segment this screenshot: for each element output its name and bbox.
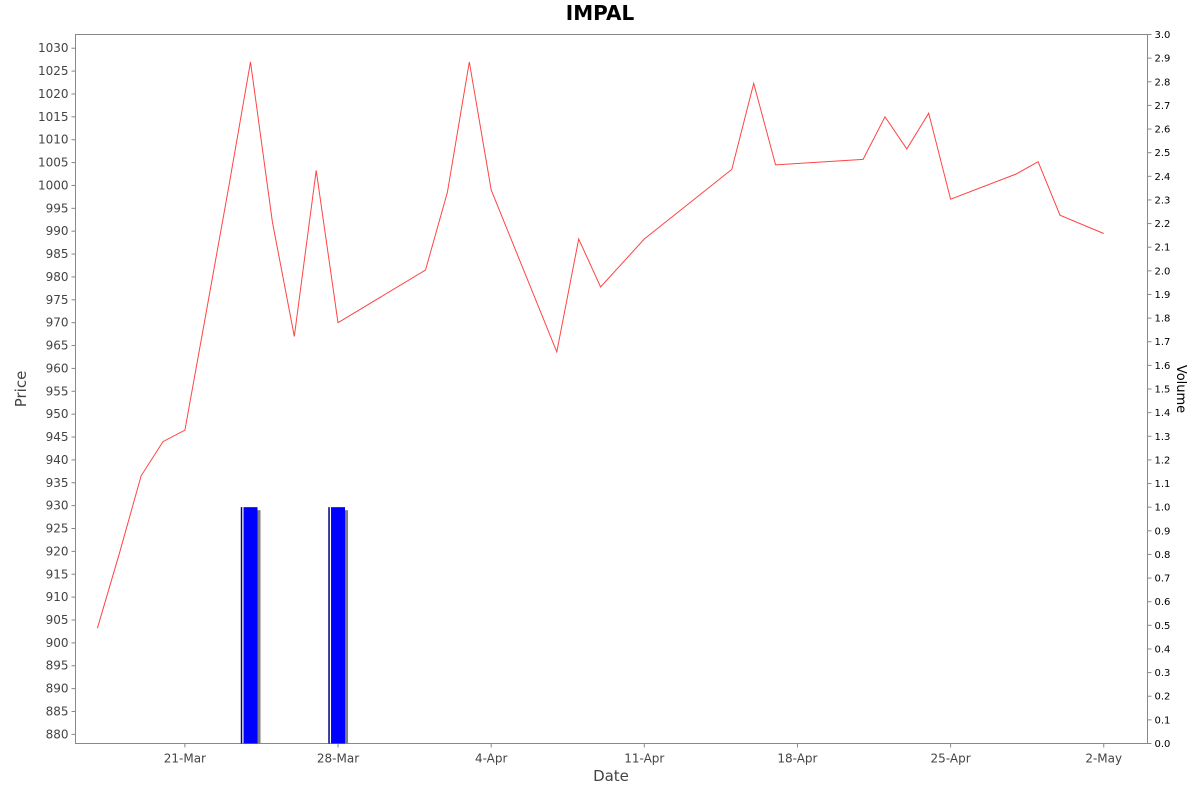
y-tick-label: 890 — [46, 682, 69, 696]
y2-tick-label: 1.3 — [1155, 432, 1171, 443]
x-tick-label: 28-Mar — [317, 752, 359, 766]
y-tick-label: 1015 — [38, 110, 69, 124]
y-tick-label: 915 — [46, 567, 69, 581]
x-axis: 21-Mar 28-Mar 4-Apr 11-Apr 18-Apr 25-Apr 2-May — [164, 743, 1122, 766]
y-tick-label: 1010 — [38, 133, 69, 147]
y2-tick-label: 3.0 — [1155, 30, 1171, 41]
y2-tick-label: 2.2 — [1155, 219, 1171, 230]
y2-tick-label: 1.7 — [1155, 337, 1171, 348]
y-tick-label: 965 — [46, 339, 69, 353]
y-tick-label: 930 — [46, 499, 69, 513]
y-tick-label: 960 — [46, 361, 69, 375]
y-tick-label: 935 — [46, 476, 69, 490]
y-tick-label: 955 — [46, 384, 69, 398]
y2-tick-label: 2.7 — [1155, 101, 1171, 112]
y-tick-label: 910 — [46, 590, 69, 604]
y2-tick-label: 1.9 — [1155, 290, 1171, 301]
y2-tick-label: 1.1 — [1155, 479, 1171, 490]
y-tick-label: 980 — [46, 270, 69, 284]
x-tick-label: 21-Mar — [164, 752, 206, 766]
y2-tick-label: 1.8 — [1155, 314, 1171, 325]
y2-tick-label: 0.9 — [1155, 526, 1171, 537]
y-tick-label: 905 — [46, 613, 69, 627]
y-tick-label: 885 — [46, 704, 69, 718]
y-tick-label: 985 — [46, 247, 69, 261]
y-tick-label: 945 — [46, 430, 69, 444]
y2-tick-label: 0.8 — [1155, 550, 1171, 561]
y-tick-label: 895 — [46, 659, 69, 673]
y-tick-label: 1025 — [38, 64, 69, 78]
volume-bar — [243, 507, 258, 744]
y2-tick-label: 2.0 — [1155, 266, 1171, 277]
y2-tick-label: 1.0 — [1155, 503, 1171, 514]
price-line — [96, 61, 1104, 629]
y2-axis: 0.0 0.1 0.2 0.3 0.4 0.5 0.6 0.7 0.8 0.9 1.0 1.1 1.2 1… — [1147, 30, 1171, 750]
y-tick-label: 990 — [46, 224, 69, 238]
y-axis-label: Price — [12, 371, 30, 408]
chart-title: IMPAL — [566, 1, 635, 25]
y-tick-label: 970 — [46, 316, 69, 330]
y2-tick-label: 2.5 — [1155, 148, 1171, 159]
y2-tick-label: 2.6 — [1155, 125, 1171, 136]
x-tick-label: 18-Apr — [777, 752, 817, 766]
y-tick-label: 1005 — [38, 156, 69, 170]
volume-bars — [240, 507, 349, 744]
x-tick-label: 4-Apr — [475, 752, 508, 766]
y2-tick-label: 1.6 — [1155, 361, 1171, 372]
y-tick-label: 920 — [46, 544, 69, 558]
y2-tick-label: 0.1 — [1155, 715, 1171, 726]
y-axis: 880 885 890 895 900 905 910 915 920 925 930 935 940 9… — [38, 41, 76, 741]
x-tick-label: 25-Apr — [931, 752, 971, 766]
y2-axis-label: Volume — [1173, 365, 1188, 413]
y-tick-label: 975 — [46, 293, 69, 307]
y2-tick-label: 1.2 — [1155, 455, 1171, 466]
y2-tick-label: 0.7 — [1155, 574, 1171, 585]
y2-tick-label: 1.4 — [1155, 408, 1171, 419]
y-tick-label: 925 — [46, 522, 69, 536]
y-tick-label: 1000 — [38, 178, 69, 192]
y2-tick-label: 0.5 — [1155, 621, 1171, 632]
volume-bar — [331, 507, 346, 744]
y-tick-label: 880 — [46, 727, 69, 741]
y2-tick-label: 2.9 — [1155, 54, 1171, 65]
y-tick-label: 950 — [46, 407, 69, 421]
y-tick-label: 1020 — [38, 87, 69, 101]
y2-tick-label: 0.2 — [1155, 692, 1171, 703]
y2-tick-label: 0.4 — [1155, 644, 1171, 655]
y-tick-label: 1030 — [38, 41, 69, 55]
x-tick-label: 11-Apr — [624, 752, 664, 766]
y2-tick-label: 1.5 — [1155, 385, 1171, 396]
y-tick-label: 900 — [46, 636, 69, 650]
y2-tick-label: 2.1 — [1155, 243, 1171, 254]
x-axis-label: Date — [593, 767, 629, 785]
y2-tick-label: 0.3 — [1155, 668, 1171, 679]
y2-tick-label: 2.8 — [1155, 77, 1171, 88]
y2-tick-label: 2.4 — [1155, 172, 1171, 183]
x-tick-label: 2-May — [1085, 752, 1122, 766]
y2-tick-label: 0.0 — [1155, 739, 1171, 750]
y-tick-label: 995 — [46, 201, 69, 215]
y2-tick-label: 2.3 — [1155, 195, 1171, 206]
price-line-group — [96, 61, 1104, 629]
y2-tick-label: 0.6 — [1155, 597, 1171, 608]
y-tick-label: 940 — [46, 453, 69, 467]
